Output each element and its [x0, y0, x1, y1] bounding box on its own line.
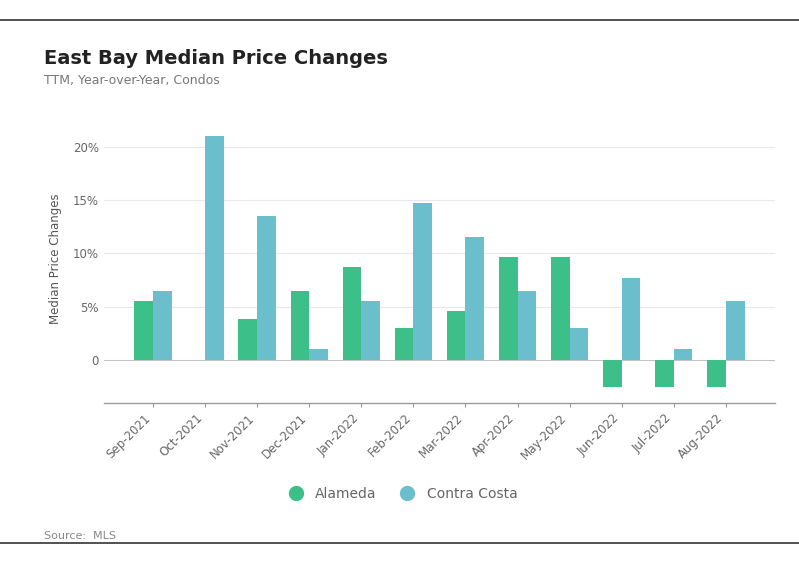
Bar	[153, 291, 172, 360]
Bar	[622, 278, 641, 360]
Bar	[655, 360, 674, 386]
Bar	[466, 237, 484, 360]
Bar	[551, 256, 570, 360]
Bar	[499, 256, 518, 360]
Bar	[134, 301, 153, 360]
Bar	[674, 349, 693, 360]
Bar	[309, 349, 328, 360]
Bar	[343, 267, 361, 360]
Bar	[725, 301, 745, 360]
Text: Source:  MLS: Source: MLS	[44, 531, 116, 540]
Text: East Bay Median Price Changes: East Bay Median Price Changes	[44, 49, 388, 68]
Bar	[257, 216, 276, 360]
Y-axis label: Median Price Changes: Median Price Changes	[49, 193, 62, 324]
Bar	[413, 204, 432, 360]
Bar	[291, 291, 309, 360]
Bar	[447, 311, 466, 360]
Bar	[395, 328, 413, 360]
Bar	[603, 360, 622, 386]
Bar	[361, 301, 380, 360]
Bar	[707, 360, 725, 386]
Bar	[570, 328, 588, 360]
Bar	[205, 136, 224, 360]
Bar	[238, 320, 257, 360]
Legend: Alameda, Contra Costa: Alameda, Contra Costa	[276, 481, 523, 507]
Bar	[518, 291, 536, 360]
Text: TTM, Year-over-Year, Condos: TTM, Year-over-Year, Condos	[44, 74, 220, 87]
